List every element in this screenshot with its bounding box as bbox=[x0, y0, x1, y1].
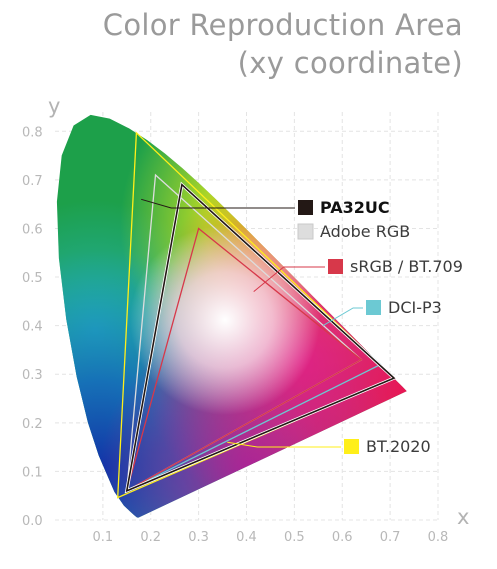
legend-label-pa32uc: PA32UC bbox=[320, 198, 390, 217]
legend-swatch-pa32uc bbox=[298, 200, 313, 215]
x-tick-label: 0.1 bbox=[93, 530, 114, 545]
chart-subtitle: (xy coordinate) bbox=[237, 46, 463, 80]
y-tick-label: 0.6 bbox=[22, 222, 43, 237]
leader-bt-2020 bbox=[227, 441, 341, 448]
x-tick-label: 0.2 bbox=[140, 530, 161, 545]
legend-swatch-adobe-rgb bbox=[297, 223, 314, 240]
x-axis-label: x bbox=[457, 505, 469, 529]
gamut-pa32uc bbox=[125, 183, 396, 493]
x-tick-label: 0.7 bbox=[380, 530, 401, 545]
y-tick-label: 0.1 bbox=[22, 465, 43, 480]
chart-title: Color Reproduction Area bbox=[102, 8, 463, 42]
x-tick-label: 0.8 bbox=[428, 530, 449, 545]
legend-swatch-dci-p3 bbox=[366, 300, 381, 315]
x-tick-label: 0.3 bbox=[188, 530, 209, 545]
leader-dci-p3 bbox=[322, 307, 363, 327]
y-axis-label: y bbox=[48, 94, 60, 118]
y-tick-label: 0.8 bbox=[22, 125, 43, 140]
gamut-triangles bbox=[116, 131, 397, 499]
y-tick-label: 0.4 bbox=[22, 320, 43, 335]
legend-leaders bbox=[141, 198, 363, 448]
y-tick-label: 0.5 bbox=[22, 271, 43, 286]
y-tick-label: 0.0 bbox=[22, 514, 43, 529]
y-tick-label: 0.2 bbox=[22, 417, 43, 432]
leader-srgb-bt-709 bbox=[253, 266, 325, 292]
leader-pa32uc bbox=[141, 198, 295, 209]
y-tick-label: 0.7 bbox=[22, 174, 43, 189]
legend-label-dci-p3: DCI-P3 bbox=[388, 298, 442, 317]
gamut-srgb-bt-709 bbox=[125, 227, 363, 493]
legend-swatch-bt-2020 bbox=[344, 439, 359, 454]
legend-label-adobe-rgb: Adobe RGB bbox=[320, 222, 410, 241]
tick-labels: 0.1 0.2 0.3 0.4 0.5 0.6 0.7 0.8 0.0 0.1 0.2 0.3 0.4 0… bbox=[22, 125, 448, 545]
legend: PA32UC Adobe RGB sRGB / BT.709 DCI-P3 BT.202… bbox=[297, 198, 463, 456]
legend-label-srgb-bt-709: sRGB / BT.709 bbox=[350, 257, 463, 276]
x-tick-label: 0.6 bbox=[332, 530, 353, 545]
legend-swatch-srgb-bt-709 bbox=[328, 259, 343, 274]
x-tick-label: 0.4 bbox=[236, 530, 257, 545]
legend-label-bt-2020: BT.2020 bbox=[366, 437, 431, 456]
x-tick-label: 0.5 bbox=[284, 530, 305, 545]
y-tick-label: 0.3 bbox=[22, 368, 43, 383]
